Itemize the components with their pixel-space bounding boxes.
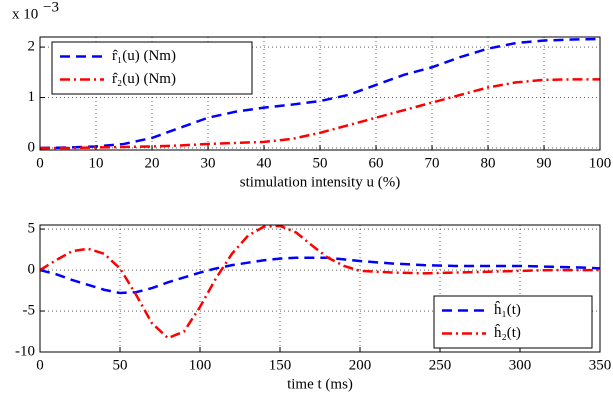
x-tick-label: 40 (257, 155, 272, 171)
y-tick-label: 0 (28, 139, 36, 155)
x-tick-label: 100 (189, 357, 212, 373)
axes-frame (39, 224, 601, 353)
data-line (39, 224, 600, 340)
x-tick-label: 50 (113, 357, 128, 373)
x-tick-label: 300 (509, 357, 532, 373)
legend: r̂₁(u) (Nm) r̂₂(u) (Nm) (51, 41, 253, 95)
y-tick-label: 2 (28, 39, 36, 55)
x-axis-label: stimulation intensity u (%) (240, 174, 400, 190)
legend-label: r̂₁(u) (Nm) (112, 48, 176, 64)
x-tick-label: 70 (425, 155, 440, 171)
x-axis-label: time t (ms) (287, 376, 353, 392)
data-line (39, 256, 601, 295)
x-tick-label: 0 (36, 155, 44, 171)
x-tick-label: 30 (201, 155, 216, 171)
legend-label: r̂₂(u) (Nm) (112, 71, 176, 87)
x-tick-label: 50 (313, 155, 328, 171)
legend: ĥ₁(t) ĥ₂(t) (433, 295, 593, 349)
axes-frame (39, 36, 601, 151)
y-tick-label: 1 (28, 89, 36, 105)
x-tick-label: 150 (269, 357, 292, 373)
legend-label: ĥ₁(t) (494, 301, 521, 318)
y-tick-label: 5 (28, 221, 36, 237)
x-tick-label: 80 (481, 155, 496, 171)
x-tick-label: 20 (145, 155, 160, 171)
x-tick-label: 250 (429, 357, 452, 373)
legend-box (433, 295, 593, 349)
y-multiplier: x 10 (12, 6, 38, 22)
legend-box (51, 41, 253, 95)
y-tick-label: -5 (23, 302, 36, 318)
data-line (39, 37, 601, 150)
x-tick-label: 350 (589, 357, 612, 373)
x-tick-label: 0 (36, 357, 44, 373)
y-tick-label: -10 (15, 343, 35, 359)
x-tick-label: 90 (537, 155, 552, 171)
data-line (40, 78, 600, 150)
x-tick-label: 200 (349, 357, 372, 373)
legend-label: ĥ₂(t) (494, 324, 521, 341)
x-tick-label: 10 (89, 155, 104, 171)
y-multiplier-exponent: −3 (43, 0, 59, 15)
y-tick-label: 0 (28, 262, 36, 278)
x-tick-label: 60 (369, 155, 384, 171)
x-tick-label: 100 (589, 155, 612, 171)
